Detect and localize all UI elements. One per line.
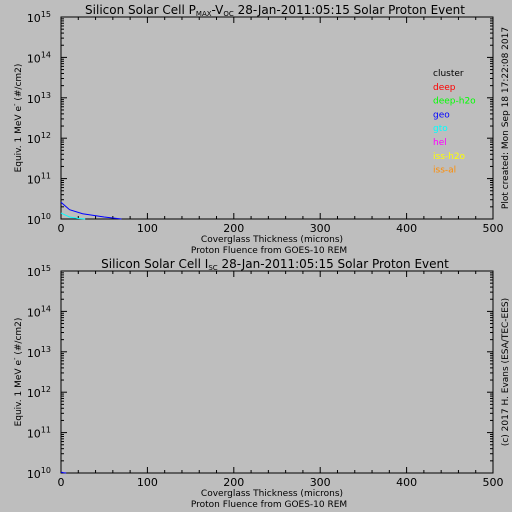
- y-tick-label: 1010: [27, 212, 51, 227]
- x-axis-label: Coverglass Thickness (microns): [201, 235, 343, 245]
- x-tick-label: 300: [310, 476, 331, 489]
- y-tick-label: 1014: [27, 304, 51, 319]
- y-tick-mantissa: 10: [27, 12, 41, 25]
- x-tick-label: 100: [137, 476, 158, 489]
- chart-title: Silicon Solar Cell ISC 28-Jan-2011:05:15…: [101, 257, 449, 272]
- title-part-title-sub1: SC: [208, 264, 217, 272]
- series-line-geo: [60, 201, 122, 220]
- chart-panel-2: Silicon Solar Cell ISC 28-Jan-2011:05:15…: [11, 257, 511, 510]
- title-part-title-main: Silicon Solar Cell P: [85, 3, 196, 17]
- y-label-prefix: Equiv. 1 MeV e: [14, 106, 24, 173]
- series-line-geo: [60, 471, 67, 474]
- y-tick-label: 1013: [27, 91, 51, 106]
- y-label-suffix: (#/cm2): [14, 318, 24, 358]
- plot-area-frame: [60, 270, 494, 474]
- y-tick-mantissa: 10: [27, 347, 41, 360]
- legend-entry-cluster: cluster: [433, 69, 464, 79]
- y-tick-exponent: 13: [41, 345, 51, 354]
- side-label: (c) 2017 H. Evans (ESA/TEC-EES): [501, 298, 511, 446]
- chart-panel-1: Silicon Solar Cell PMAX-VOC 28-Jan-2011:…: [11, 3, 511, 256]
- x-tick-label: 500: [483, 222, 504, 235]
- x-axis-sublabel: Proton Fluence from GOES-10 REM: [191, 246, 347, 256]
- y-tick-label: 1014: [27, 50, 51, 65]
- y-label-prefix: Equiv. 1 MeV e: [14, 360, 24, 427]
- x-tick-label: 200: [223, 476, 244, 489]
- y-tick-mantissa: 10: [27, 387, 41, 400]
- title-part-title-rest: 28-Jan-2011:05:15 Solar Proton Event: [218, 257, 449, 271]
- y-tick-label: 1012: [27, 385, 51, 400]
- legend-entry-hel: hel: [433, 138, 447, 148]
- title-part-title-sub2: OC: [223, 10, 234, 18]
- y-tick-mantissa: 10: [27, 93, 41, 106]
- x-tick-label: 500: [483, 476, 504, 489]
- y-label-suffix: (#/cm2): [14, 64, 24, 104]
- title-part-title-rest: 28-Jan-2011:05:15 Solar Proton Event: [234, 3, 465, 17]
- title-part-title-sub1: MAX: [196, 10, 212, 18]
- title-part-title-main: Silicon Solar Cell I: [101, 257, 208, 271]
- y-tick-exponent: 14: [41, 50, 51, 59]
- y-label-sup: -: [11, 103, 19, 106]
- y-tick-mantissa: 10: [27, 174, 41, 187]
- y-tick-exponent: 12: [41, 131, 51, 140]
- y-tick-exponent: 11: [41, 172, 51, 181]
- y-tick-label: 1012: [27, 131, 51, 146]
- y-tick-label: 1013: [27, 345, 51, 360]
- y-tick-mantissa: 10: [27, 133, 41, 146]
- legend-entry-iss-al: iss-al: [433, 166, 456, 176]
- legend-entry-gto: gto: [433, 124, 448, 134]
- y-axis-label: Equiv. 1 MeV e- (#/cm2): [11, 64, 24, 173]
- y-tick-label: 1015: [27, 10, 51, 25]
- x-tick-label: 100: [137, 222, 158, 235]
- plot-area-frame: [60, 16, 494, 220]
- y-label-sup: -: [11, 357, 19, 360]
- x-tick-label: 400: [396, 222, 417, 235]
- y-tick-label: 1010: [27, 466, 51, 481]
- y-tick-mantissa: 10: [27, 468, 41, 481]
- y-tick-mantissa: 10: [27, 428, 41, 441]
- legend-entry-iss-h2o: iss-h2o: [433, 152, 466, 162]
- x-tick-label: 300: [310, 222, 331, 235]
- chart-title: Silicon Solar Cell PMAX-VOC 28-Jan-2011:…: [85, 3, 465, 18]
- y-tick-exponent: 14: [41, 304, 51, 313]
- legend-entry-geo: geo: [433, 110, 450, 120]
- y-tick-mantissa: 10: [27, 266, 41, 279]
- y-tick-exponent: 12: [41, 385, 51, 394]
- series-line-gto: [60, 212, 86, 220]
- y-tick-exponent: 13: [41, 91, 51, 100]
- y-tick-exponent: 15: [41, 10, 51, 19]
- y-tick-label: 1011: [27, 172, 51, 187]
- x-tick-label: 400: [396, 476, 417, 489]
- x-tick-label: 0: [58, 476, 65, 489]
- y-tick-mantissa: 10: [27, 306, 41, 319]
- y-tick-exponent: 10: [41, 466, 51, 475]
- x-tick-label: 200: [223, 222, 244, 235]
- legend-entry-deep-h2o: deep-h2o: [433, 97, 476, 107]
- x-axis-sublabel: Proton Fluence from GOES-10 REM: [191, 500, 347, 510]
- y-tick-exponent: 10: [41, 212, 51, 221]
- y-tick-exponent: 11: [41, 426, 51, 435]
- x-tick-label: 0: [58, 222, 65, 235]
- y-tick-mantissa: 10: [27, 214, 41, 227]
- y-tick-mantissa: 10: [27, 52, 41, 65]
- side-label: Plot created: Mon Sep 18 17:22:08 2017: [501, 27, 511, 209]
- title-part-title-mid: -V: [212, 3, 225, 17]
- y-axis-label: Equiv. 1 MeV e- (#/cm2): [11, 318, 24, 427]
- y-tick-label: 1011: [27, 426, 51, 441]
- y-tick-label: 1015: [27, 264, 51, 279]
- x-axis-label: Coverglass Thickness (microns): [201, 489, 343, 499]
- y-tick-exponent: 15: [41, 264, 51, 273]
- legend-entry-deep: deep: [433, 83, 456, 93]
